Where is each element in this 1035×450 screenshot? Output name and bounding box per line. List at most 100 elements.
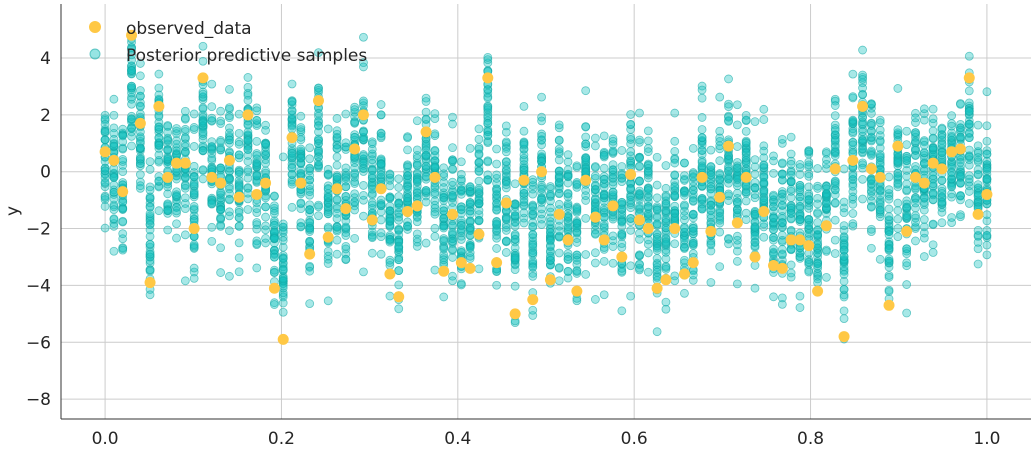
posterior-sample-point (893, 214, 903, 224)
posterior-sample-point (421, 145, 431, 155)
posterior-sample-point (439, 169, 449, 179)
observed-data-point (393, 291, 405, 303)
observed-data-point (99, 146, 111, 158)
posterior-sample-point (795, 303, 805, 312)
posterior-sample-point (180, 139, 190, 149)
posterior-sample-point (492, 244, 502, 253)
posterior-sample-point (919, 148, 929, 158)
observed-data-point (251, 188, 263, 200)
posterior-sample-point (813, 218, 822, 227)
posterior-sample-point (919, 205, 929, 215)
posterior-sample-point (252, 160, 262, 170)
posterior-sample-point (135, 86, 145, 95)
posterior-sample-point (510, 281, 520, 291)
observed-data-point (295, 177, 307, 189)
posterior-sample-point (252, 224, 262, 234)
posterior-sample-point (563, 199, 573, 209)
posterior-sample-point (643, 248, 653, 258)
posterior-sample-point (261, 125, 270, 135)
posterior-sample-point (928, 104, 938, 114)
posterior-sample-point (947, 168, 957, 178)
posterior-sample-point (830, 101, 840, 110)
observed-data-point (500, 197, 512, 209)
posterior-sample-point (643, 167, 653, 176)
posterior-sample-point (697, 85, 707, 95)
posterior-sample-point (706, 240, 716, 250)
posterior-sample-point (563, 213, 573, 223)
posterior-sample-point (608, 136, 618, 146)
posterior-sample-point (305, 223, 315, 233)
posterior-sample-point (741, 153, 751, 163)
observed-data-point (981, 188, 993, 200)
posterior-sample-point (287, 121, 297, 131)
posterior-sample-point (537, 194, 546, 203)
posterior-sample-point (947, 182, 957, 192)
posterior-sample-point (135, 181, 145, 191)
posterior-sample-point (118, 124, 128, 134)
posterior-sample-point (216, 243, 226, 253)
posterior-sample-point (786, 132, 796, 142)
posterior-sample-point (902, 126, 912, 136)
posterior-sample-point (207, 142, 217, 151)
posterior-sample-point (732, 208, 742, 218)
posterior-sample-point (608, 242, 618, 251)
posterior-sample-point (546, 227, 555, 237)
posterior-sample-point (884, 212, 894, 221)
posterior-sample-point (252, 136, 262, 146)
posterior-sample-point (439, 206, 449, 216)
posterior-sample-point (483, 52, 493, 62)
posterior-sample-point (830, 198, 840, 208)
posterior-sample-point (421, 197, 431, 207)
observed-data-point (901, 225, 913, 237)
posterior-sample-point (439, 183, 449, 192)
posterior-sample-point (732, 163, 742, 173)
posterior-sample-point (937, 148, 947, 158)
posterior-sample-point (207, 145, 217, 155)
posterior-sample-point (769, 168, 778, 178)
posterior-sample-point (243, 127, 253, 137)
posterior-sample-point (296, 222, 306, 232)
posterior-sample-point (777, 235, 787, 245)
observed-data-point (820, 220, 832, 232)
posterior-sample-point (919, 233, 929, 243)
posterior-sample-point (973, 141, 983, 151)
posterior-sample-point (911, 183, 920, 193)
posterior-sample-point (528, 263, 538, 272)
posterior-sample-point (323, 170, 333, 179)
posterior-sample-point (341, 222, 351, 232)
posterior-sample-point (323, 296, 333, 306)
posterior-sample-point (893, 224, 903, 233)
posterior-sample-point (474, 157, 484, 167)
posterior-sample-point (243, 157, 253, 166)
x-tick-label: 0.6 (621, 429, 648, 449)
posterior-sample-point (448, 253, 457, 262)
posterior-sample-point (510, 179, 520, 189)
posterior-sample-point (118, 137, 128, 147)
posterior-sample-point (287, 162, 297, 172)
posterior-sample-point (163, 152, 173, 162)
posterior-sample-point (350, 205, 360, 215)
posterior-sample-point (732, 100, 742, 110)
posterior-sample-point (911, 144, 920, 153)
posterior-sample-point (866, 150, 876, 160)
posterior-sample-point (145, 265, 155, 275)
posterior-sample-point (839, 314, 849, 324)
posterior-sample-point (367, 248, 377, 258)
posterior-sample-point (626, 195, 636, 205)
posterior-sample-point (278, 152, 288, 162)
posterior-sample-point (670, 108, 680, 118)
observed-data-point (197, 72, 209, 84)
posterior-sample-point (893, 179, 903, 189)
posterior-sample-point (759, 160, 769, 170)
posterior-sample-point (145, 252, 155, 262)
posterior-sample-point (314, 116, 323, 126)
posterior-sample-point (341, 163, 351, 173)
legend-marker-observed (89, 21, 101, 33)
observed-data-point (776, 262, 788, 274)
posterior-sample-point (786, 225, 796, 235)
posterior-sample-point (465, 182, 475, 191)
posterior-sample-point (243, 145, 253, 155)
posterior-sample-point (474, 124, 484, 134)
posterior-sample-point (759, 104, 769, 114)
